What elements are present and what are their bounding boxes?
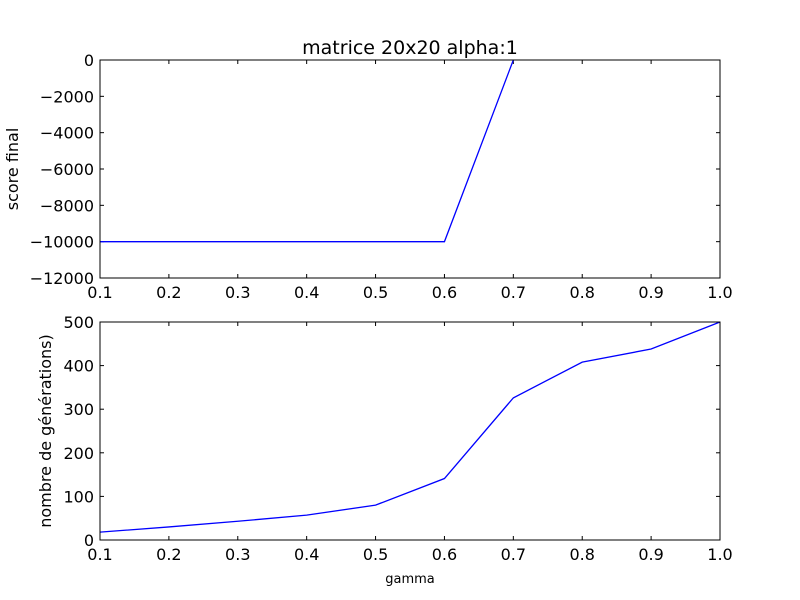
top-x-tick-label: 0.4: [294, 283, 319, 302]
bottom-x-tick-label: 0.3: [225, 545, 250, 564]
bottom-y-tick-label: 400: [63, 357, 94, 376]
top-x-tick-label: 0.7: [501, 283, 526, 302]
chart-title: matrice 20x20 alpha:1: [302, 37, 518, 59]
top-y-tick-label: −2000: [40, 87, 94, 106]
bottom-x-axis-label: gamma: [385, 572, 435, 587]
top-y-tick-label: −6000: [40, 160, 94, 179]
top-x-tick-label: 0.8: [569, 283, 594, 302]
bottom-y-tick-label: 100: [63, 487, 94, 506]
top-y-tick-label: −12000: [30, 269, 94, 288]
bottom-x-tick-label: 0.7: [501, 545, 526, 564]
top-y-tick-label: −4000: [40, 124, 94, 143]
top-x-tick-label: 0.3: [225, 283, 250, 302]
top-y-tick-label: −10000: [30, 233, 94, 252]
top-y-tick-label: −8000: [40, 196, 94, 215]
top-x-tick-label: 0.9: [638, 283, 663, 302]
bottom-y-tick-label: 500: [63, 313, 94, 332]
top-y-axis-label: score final: [3, 128, 22, 211]
top-x-tick-label: 0.2: [156, 283, 181, 302]
bottom-y-tick-label: 200: [63, 444, 94, 463]
bottom-x-tick-label: 1.0: [707, 545, 732, 564]
bottom-x-tick-label: 0.8: [569, 545, 594, 564]
top-y-tick-label: 0: [84, 51, 94, 70]
bottom-y-tick-label: 300: [63, 400, 94, 419]
bottom-x-tick-label: 0.6: [432, 545, 457, 564]
bottom-x-tick-label: 0.9: [638, 545, 663, 564]
bottom-y-axis-label: nombre de générations): [36, 334, 55, 528]
top-x-tick-label: 0.5: [363, 283, 388, 302]
bottom-x-tick-label: 0.4: [294, 545, 319, 564]
top-x-tick-label: 0.6: [432, 283, 457, 302]
bottom-y-tick-label: 0: [84, 531, 94, 550]
bottom-x-tick-label: 0.5: [363, 545, 388, 564]
bottom-x-tick-label: 0.2: [156, 545, 181, 564]
top-x-tick-label: 1.0: [707, 283, 732, 302]
